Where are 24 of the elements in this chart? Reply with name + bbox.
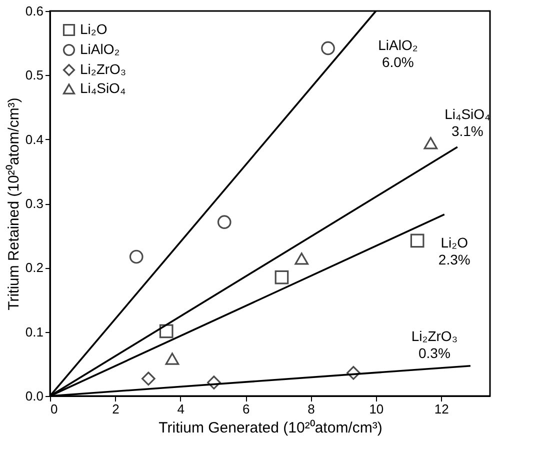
series-label: Li₂O 2.3% [438, 234, 470, 268]
x-tick-label: 0 [50, 402, 58, 416]
y-tick-label: 0.1 [25, 324, 44, 340]
x-tick-label: 6 [242, 402, 250, 416]
y-axis-title: Tritium Retained (10²⁰atom/cm³) [5, 98, 22, 310]
series-label: Li₄SiO₄ 3.1% [444, 106, 491, 140]
y-tick-label: 0.2 [25, 260, 44, 276]
y-tick-label: 0.0 [25, 388, 44, 404]
legend-label: Li₄SiO₄ [80, 80, 126, 96]
x-tick-label: 2 [112, 402, 120, 416]
x-tick-label: 8 [308, 402, 315, 416]
legend-label: LiAlO₂ [80, 41, 120, 57]
x-tick-label: 4 [177, 402, 184, 416]
x-axis-title: Tritium Generated (10²⁰atom/cm³) [158, 420, 382, 436]
y-tick-label: 0.3 [25, 196, 44, 211]
y-tick-label: 0.6 [25, 4, 44, 18]
x-tick-label: 12 [434, 402, 449, 416]
series-label: LiAlO₂ 6.0% [378, 37, 418, 70]
x-tick-label: 10 [369, 402, 384, 416]
legend-label: Li₂ZrO₃ [80, 61, 126, 77]
legend-label: Li₂O [80, 21, 108, 37]
y-tick-label: 0.4 [25, 132, 44, 147]
y-tick-label: 0.5 [25, 68, 44, 83]
series-label: Li₂ZrO₃ 0.3% [411, 328, 458, 361]
